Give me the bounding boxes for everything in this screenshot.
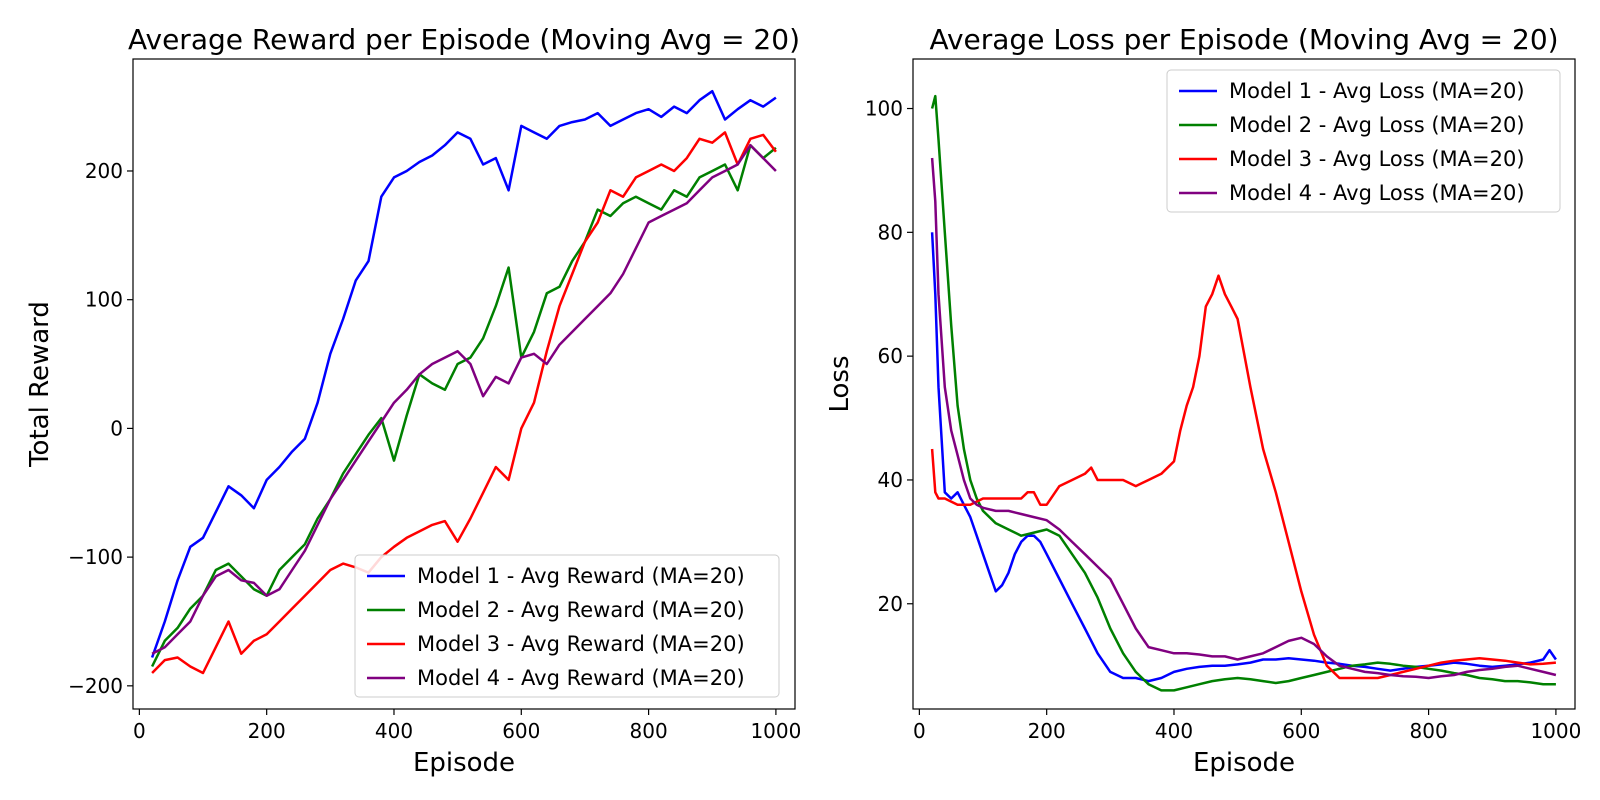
series-line-2 [150,143,777,668]
x-tick-label: 400 [1155,719,1193,743]
x-tick-label: 1000 [1530,719,1581,743]
x-axis-label: Episode [413,748,515,778]
x-tick-label: 200 [248,719,286,743]
legend-label: Model 4 - Avg Loss (MA=20) [1229,181,1525,205]
x-tick-label: 0 [133,719,146,743]
legend: Model 1 - Avg Loss (MA=20) Model 2 - Avg … [1166,69,1561,213]
x-tick-label: 600 [1282,719,1320,743]
legend-box [354,554,780,698]
y-tick-label: 200 [85,159,123,183]
y-tick-label: −100 [68,545,123,569]
x-tick-label: 1000 [750,719,801,743]
legend-label: Model 3 - Avg Loss (MA=20) [1229,147,1525,171]
series-line-4 [151,143,777,655]
y-tick-label: 40 [878,468,903,492]
x-axis-label: Episode [1193,748,1295,778]
y-tick-label: −200 [68,674,123,698]
series-line-3 [151,131,777,675]
series-line-4 [930,157,1557,680]
y-axis-label: Loss [825,355,855,412]
legend-label: Model 2 - Avg Loss (MA=20) [1229,113,1525,137]
y-tick-label: 100 [85,288,123,312]
x-tick-label: 200 [1028,719,1066,743]
y-tick-label: 0 [110,416,123,440]
series-line-1 [930,232,1557,683]
x-tick-label: 600 [502,719,540,743]
legend-label: Model 3 - Avg Reward (MA=20) [417,632,745,656]
legend-label: Model 1 - Avg Loss (MA=20) [1229,79,1525,103]
legend-label: Model 1 - Avg Reward (MA=20) [417,564,745,588]
chart-2: 0 200 400 600 800 1000 20 40 60 80 100 Average Loss… [825,23,1581,778]
y-axis-label: Total Reward [25,301,55,468]
y-tick-label: 80 [878,220,903,244]
x-tick-label: 0 [913,719,926,743]
legend: Model 1 - Avg Reward (MA=20) Model 2 - Av… [354,554,780,698]
chart-title: Average Loss per Episode (Moving Avg = 2… [929,23,1558,56]
legend-label: Model 4 - Avg Reward (MA=20) [417,666,745,690]
y-tick-label: 100 [865,97,903,121]
x-tick-label: 400 [375,719,413,743]
legend-box [1166,69,1561,213]
chart-1: 0 200 400 600 800 1000 −200 −100 0 100 200 Average … [25,23,801,778]
x-tick-label: 800 [1410,719,1448,743]
legend-label: Model 2 - Avg Reward (MA=20) [417,598,745,622]
series-line-1 [150,89,777,658]
y-tick-label: 60 [878,344,903,368]
plot-frame [132,58,796,710]
y-tick-label: 20 [878,592,903,616]
series-line-3 [930,274,1557,680]
chart-title: Average Reward per Episode (Moving Avg =… [128,23,800,56]
series-line-2 [930,94,1556,692]
plot-frame [912,58,1576,710]
x-tick-label: 800 [630,719,668,743]
